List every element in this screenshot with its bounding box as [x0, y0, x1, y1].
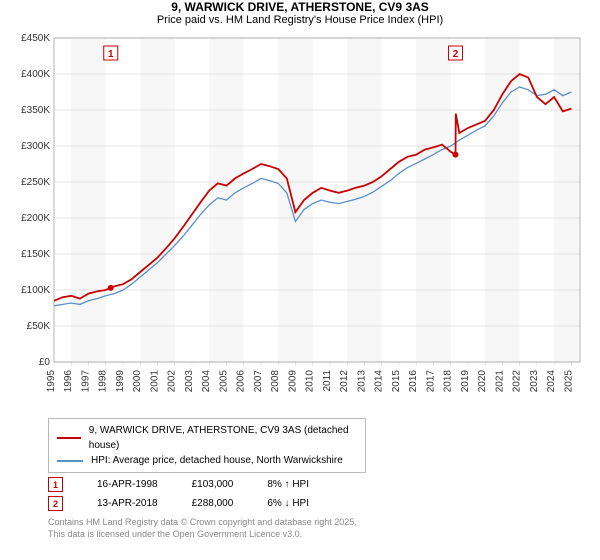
sale-marker-2: 2 — [48, 496, 63, 511]
svg-text:£200K: £200K — [21, 213, 50, 224]
svg-text:2025: 2025 — [563, 370, 574, 393]
svg-text:1999: 1999 — [115, 370, 126, 393]
svg-text:2011: 2011 — [322, 370, 333, 392]
svg-text:1998: 1998 — [98, 370, 109, 393]
svg-text:2003: 2003 — [184, 370, 195, 393]
svg-text:2: 2 — [453, 49, 459, 60]
sale-row-1: 1 16-APR-1998 £103,000 8% ↑ HPI — [48, 477, 600, 492]
svg-text:2013: 2013 — [356, 370, 367, 393]
legend: 9, WARWICK DRIVE, ATHERSTONE, CV9 3AS (d… — [48, 418, 366, 473]
legend-swatch-blue — [57, 460, 83, 462]
chart-area: £0 £50K £100K £150K £200K £250K £300K £350K £400… — [10, 32, 590, 412]
svg-text:2016: 2016 — [408, 370, 419, 393]
legend-label-blue: HPI: Average price, detached house, Nort… — [91, 453, 343, 468]
svg-text:£0: £0 — [39, 357, 51, 368]
svg-text:2002: 2002 — [167, 370, 178, 393]
svg-text:2020: 2020 — [477, 370, 488, 393]
svg-text:2014: 2014 — [374, 370, 385, 393]
svg-text:£300K: £300K — [21, 141, 50, 152]
legend-row-red: 9, WARWICK DRIVE, ATHERSTONE, CV9 3AS (d… — [57, 423, 357, 453]
svg-text:2023: 2023 — [529, 370, 540, 393]
svg-text:2010: 2010 — [305, 370, 316, 393]
svg-text:2004: 2004 — [201, 370, 212, 393]
svg-text:£50K: £50K — [27, 321, 51, 332]
svg-text:2015: 2015 — [391, 370, 402, 393]
sale-date-2: 13-APR-2018 — [97, 498, 158, 509]
svg-text:2021: 2021 — [494, 370, 505, 393]
sale-price-1: £103,000 — [192, 479, 234, 490]
legend-label-red: 9, WARWICK DRIVE, ATHERSTONE, CV9 3AS (d… — [89, 423, 357, 453]
svg-text:2024: 2024 — [546, 370, 557, 393]
svg-text:1995: 1995 — [46, 370, 57, 393]
sale-marker-1: 1 — [48, 477, 63, 492]
sale-delta-1: 8% ↑ HPI — [267, 479, 309, 490]
svg-text:1996: 1996 — [63, 370, 74, 393]
svg-text:£400K: £400K — [21, 69, 50, 80]
svg-text:2012: 2012 — [339, 370, 350, 393]
svg-text:2017: 2017 — [425, 370, 436, 393]
legend-swatch-red — [57, 437, 81, 439]
svg-text:£150K: £150K — [21, 249, 50, 260]
svg-text:2019: 2019 — [460, 370, 471, 393]
svg-text:£350K: £350K — [21, 105, 50, 116]
footer-line1: Contains HM Land Registry data © Crown c… — [48, 517, 600, 529]
svg-text:2022: 2022 — [512, 370, 523, 393]
svg-text:2001: 2001 — [149, 370, 160, 393]
svg-text:£450K: £450K — [21, 33, 50, 44]
svg-text:2009: 2009 — [287, 370, 298, 393]
svg-text:2007: 2007 — [253, 370, 264, 393]
sale-delta-2: 6% ↓ HPI — [267, 498, 309, 509]
svg-text:2005: 2005 — [218, 370, 229, 393]
sale-row-2: 2 13-APR-2018 £288,000 6% ↓ HPI — [48, 496, 600, 511]
footer: Contains HM Land Registry data © Crown c… — [48, 517, 600, 540]
svg-text:£100K: £100K — [21, 285, 50, 296]
svg-text:£250K: £250K — [21, 177, 50, 188]
svg-text:2006: 2006 — [236, 370, 247, 393]
svg-text:2000: 2000 — [132, 370, 143, 393]
sale-price-2: £288,000 — [192, 498, 234, 509]
svg-text:2008: 2008 — [270, 370, 281, 393]
sale-date-1: 16-APR-1998 — [97, 479, 158, 490]
chart-subtitle: Price paid vs. HM Land Registry's House … — [0, 14, 600, 26]
chart-title: 9, WARWICK DRIVE, ATHERSTONE, CV9 3AS — [0, 0, 600, 14]
svg-text:1: 1 — [108, 49, 114, 60]
footer-line2: This data is licensed under the Open Gov… — [48, 529, 600, 541]
chart-svg: £0 £50K £100K £150K £200K £250K £300K £350K £400… — [10, 32, 590, 412]
svg-text:2018: 2018 — [443, 370, 454, 393]
legend-row-blue: HPI: Average price, detached house, Nort… — [57, 453, 357, 468]
svg-text:1997: 1997 — [80, 370, 91, 393]
